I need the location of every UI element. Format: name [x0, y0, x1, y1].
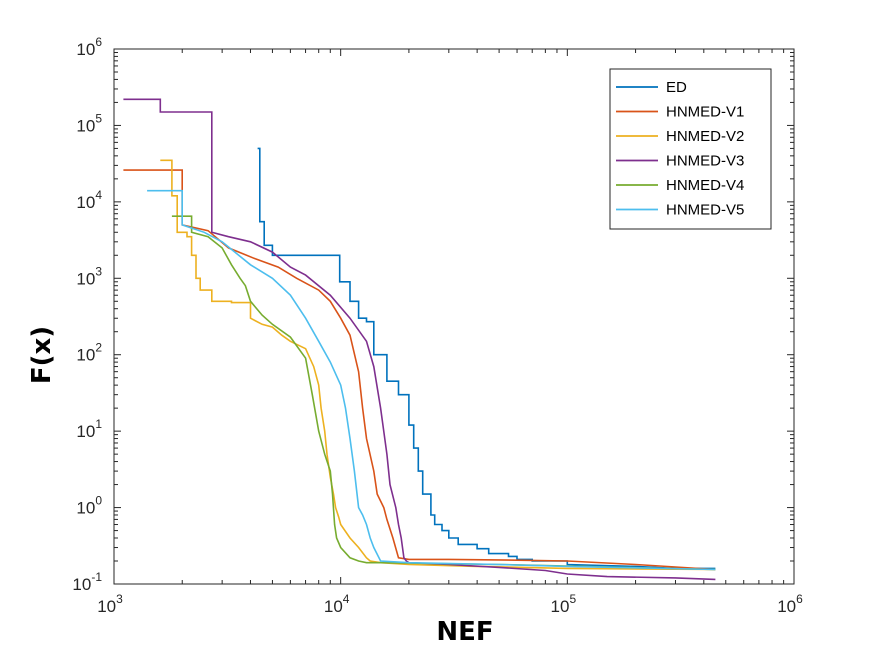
x-tick-label: 105 [551, 592, 577, 616]
y-tick-label: 106 [76, 35, 102, 59]
x-axis: 103 104 105 106 [97, 49, 803, 616]
series-line-hnmed-v4 [171, 215, 716, 571]
y-tick-label: 102 [76, 341, 102, 365]
y-tick-label: 100 [76, 494, 102, 518]
series-layer [123, 98, 716, 581]
legend-label-hnmed-v1: HNMED-V1 [666, 104, 744, 121]
y-tick-label: 103 [76, 264, 102, 288]
series-line-hnmed-v5 [147, 189, 716, 571]
series-line-hnmed-v1 [123, 169, 716, 571]
legend-label-hnmed-v5: HNMED-V5 [666, 202, 744, 219]
y-tick-label: 105 [76, 111, 102, 135]
x-axis-label: NEF [436, 617, 493, 647]
y-tick-label: 10-1 [72, 570, 102, 594]
series-line-hnmed-v3 [123, 98, 716, 581]
axes-box [113, 48, 795, 585]
x-tick-label: 106 [777, 592, 803, 616]
y-tick-label: 101 [76, 417, 102, 441]
legend-label-ed: ED [666, 79, 687, 96]
legend-label-hnmed-v2: HNMED-V2 [666, 128, 744, 145]
legend-label-hnmed-v4: HNMED-V4 [666, 177, 744, 194]
legend-box [609, 68, 772, 230]
x-tick-label: 104 [324, 592, 350, 616]
y-tick-label: 104 [76, 188, 102, 212]
legend: ED HNMED-V1 HNMED-V2 HNMED-V3 HNMED-V4 HNMED-… [609, 68, 772, 230]
y-axis: 10-1 100 101 102 103 104 105 106 [72, 35, 794, 594]
legend-label-hnmed-v3: HNMED-V3 [666, 153, 744, 170]
series-line-hnmed-v2 [160, 159, 716, 571]
series-line-ed [257, 147, 716, 570]
x-tick-label: 103 [97, 592, 123, 616]
y-axis-label: F(x) [27, 326, 57, 384]
